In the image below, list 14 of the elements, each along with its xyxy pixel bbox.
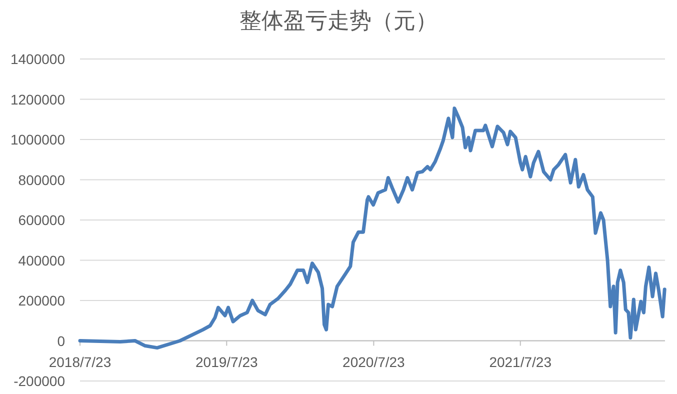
y-tick-label: 0: [57, 332, 66, 349]
x-tick-label: 2019/7/23: [196, 354, 258, 370]
x-tick-label: 2018/7/23: [48, 354, 112, 370]
x-tick-label: 2020/7/23: [342, 354, 406, 370]
y-tick-label: 400000: [18, 252, 66, 268]
y-tick-label: 1400000: [10, 51, 66, 67]
y-tick-label: 800000: [18, 172, 66, 188]
x-tick-label: 2021/7/23: [489, 354, 552, 370]
y-tick-label: 200000: [18, 292, 66, 308]
y-tick-label: 1200000: [10, 91, 66, 108]
y-tick-label: -200000: [14, 373, 66, 389]
y-tick-label: 600000: [18, 212, 66, 228]
chart-title: 整体盈亏走势（元）: [240, 8, 438, 33]
y-tick-label: 1000000: [10, 132, 66, 148]
